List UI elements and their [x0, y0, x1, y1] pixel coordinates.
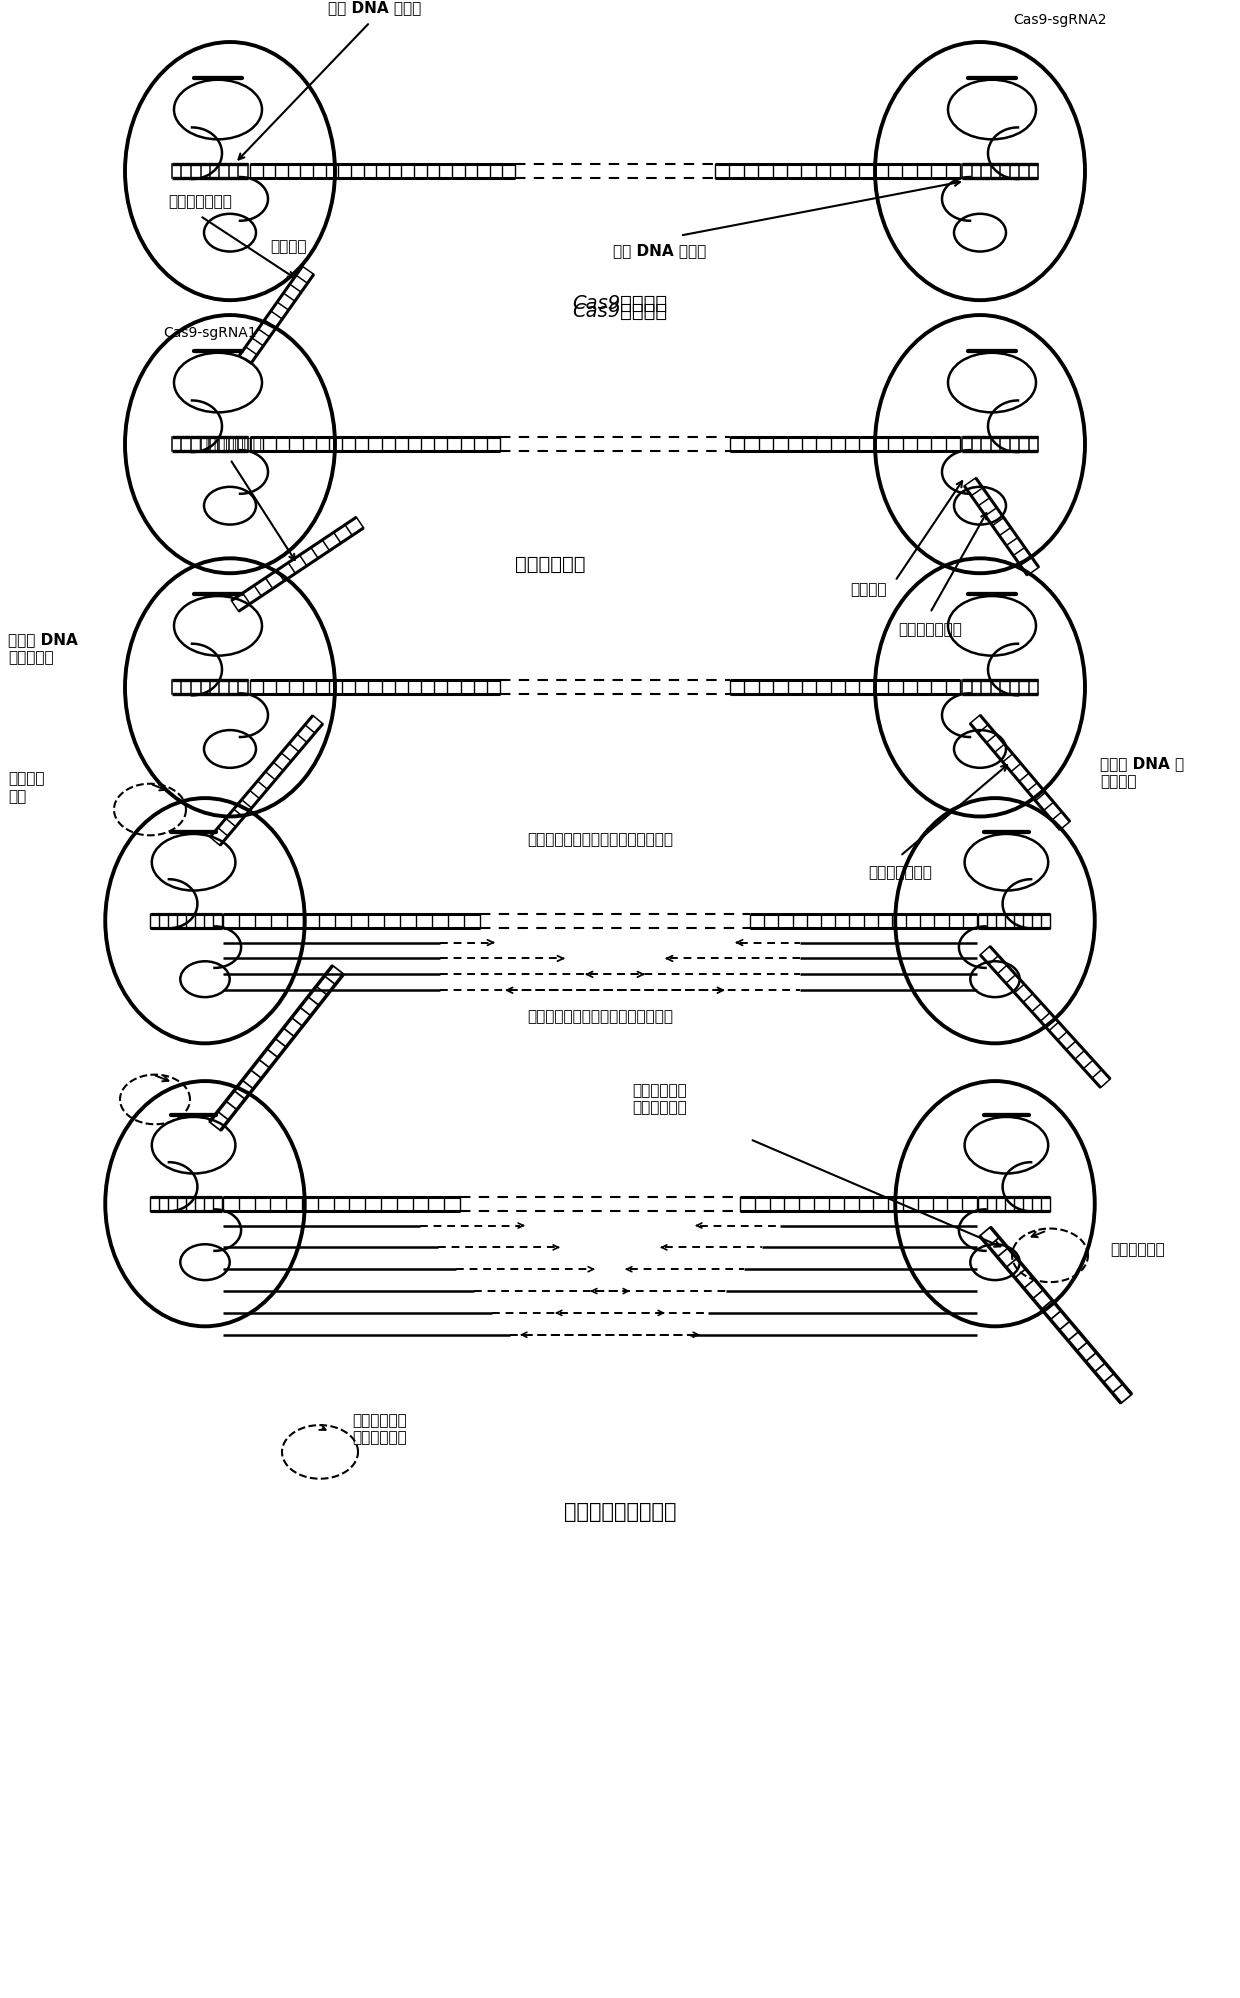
Text: 切口酶识别位点: 切口酶识别位点 [868, 865, 932, 879]
Text: 切口酶识别位点: 切口酶识别位点 [169, 194, 232, 208]
Text: 线性扩增
反应: 线性扩增 反应 [7, 771, 45, 803]
Text: 上游引物: 上游引物 [270, 240, 306, 254]
Text: Cas9结合反应: Cas9结合反应 [573, 302, 667, 320]
Text: 线性扩增反应: 线性扩增反应 [1110, 1241, 1164, 1257]
Text: Cas9-sgRNA2: Cas9-sgRNA2 [1013, 14, 1107, 28]
Text: 切口酶识别位点: 切口酶识别位点 [898, 621, 962, 637]
Text: Cas9结合反应: Cas9结合反应 [573, 294, 667, 312]
Text: 下游 DNA 靶序列: 下游 DNA 靶序列 [614, 244, 707, 258]
Text: 上游引物引起的链延伸和链取代反应: 上游引物引起的链延伸和链取代反应 [527, 831, 673, 847]
Text: 下游引物引起
指数扩增反应: 下游引物引起 指数扩增反应 [632, 1083, 687, 1115]
Text: 非模板 DNA
链延伸反应: 非模板 DNA 链延伸反应 [7, 631, 78, 665]
Text: 切口酶切割位点: 切口酶切割位点 [198, 438, 262, 452]
Text: 非模板 DNA 链
延伸反应: 非模板 DNA 链 延伸反应 [1100, 755, 1184, 789]
Text: 引物结合反应: 引物结合反应 [515, 555, 585, 573]
Text: 下游引物引起的链延伸和链取代反应: 下游引物引起的链延伸和链取代反应 [527, 1009, 673, 1023]
Text: 上游 DNA 靶序列: 上游 DNA 靶序列 [329, 0, 422, 16]
Text: 上游引物引起
指数扩增反应: 上游引物引起 指数扩增反应 [352, 1413, 408, 1445]
Text: Cas9-sgRNA1: Cas9-sgRNA1 [164, 326, 257, 340]
Text: 链取代等温扩增反应: 链取代等温扩增反应 [564, 1502, 676, 1522]
Text: 下游引物: 下游引物 [849, 581, 887, 597]
